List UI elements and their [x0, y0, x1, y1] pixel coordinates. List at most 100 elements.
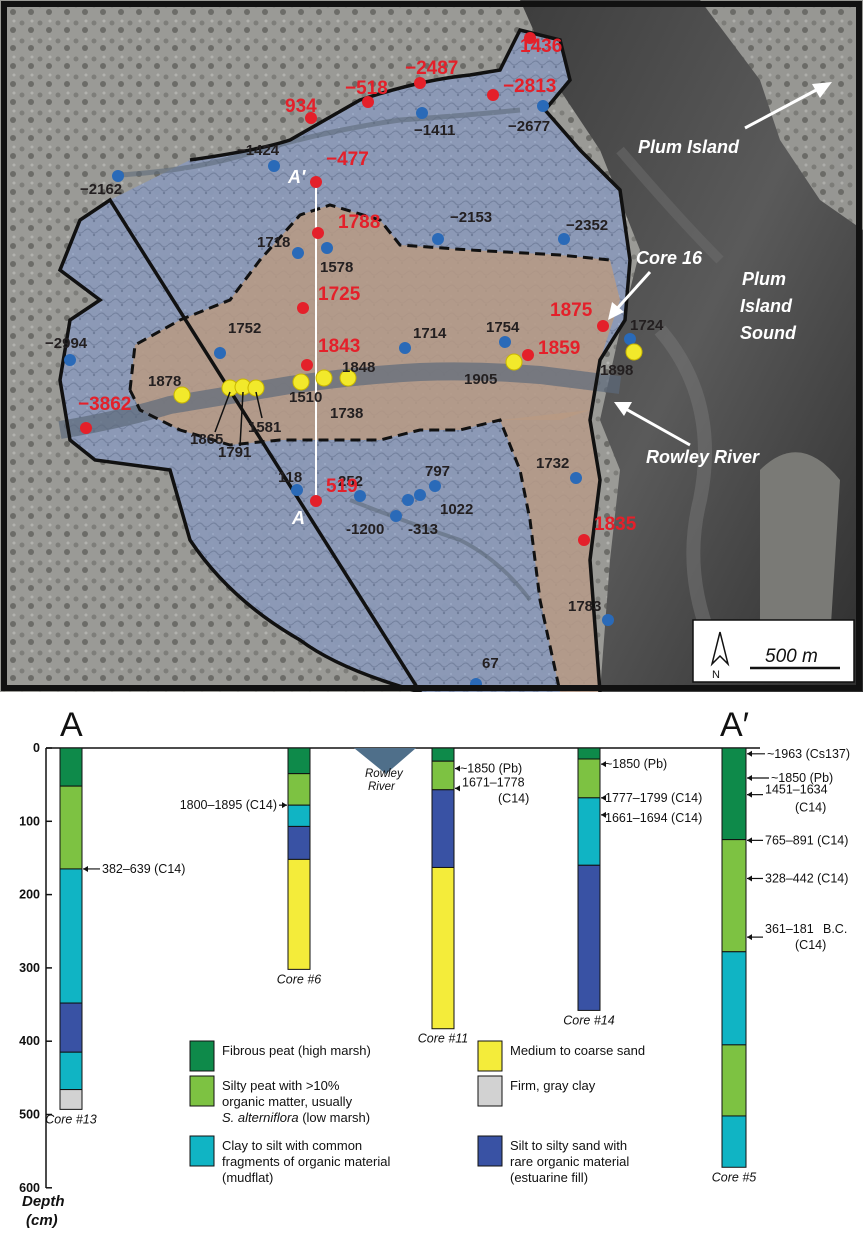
blue-point-label: 1752: [228, 320, 261, 337]
blue-point: [64, 354, 76, 366]
red-point-label: 1788: [338, 212, 380, 233]
core-layer-silty-peat: [721, 1044, 747, 1117]
yellow-point-label: 1738: [330, 405, 363, 422]
yellow-point: [173, 386, 191, 404]
date-label: 765–891 (C14): [765, 833, 848, 847]
blue-point: [558, 233, 570, 245]
blue-point: [429, 480, 441, 492]
legend-swatch-sand: [477, 1040, 503, 1072]
rowley-river-arrowhead: [614, 402, 632, 416]
depth-tick-label: 400: [19, 1034, 40, 1048]
yellow-point: [505, 353, 523, 371]
axis-title-depth: Depth: [22, 1193, 65, 1210]
yellow-point-label: 1905: [464, 371, 497, 388]
legend-text: Medium to coarse sand: [510, 1043, 645, 1058]
depth-tick-label: 500: [19, 1108, 40, 1122]
sample-points: −1411 −2677 −1424 −2162 −2153 −2352 1718 1578 17…: [45, 32, 664, 690]
north-arrow-icon: [710, 631, 730, 667]
core-layer-sand: [287, 858, 311, 970]
date-label: ~1850 (Pb): [605, 757, 667, 771]
core-layer-clay-silt: [59, 868, 83, 1004]
legend-text: Clay to silt with common: [222, 1138, 362, 1153]
legend-text: Silty peat with >10%: [222, 1078, 340, 1093]
core-layer-silty-peat: [721, 839, 747, 953]
legend-swatch-clay-silt: [189, 1135, 215, 1167]
red-point: [312, 227, 324, 239]
blue-point: [112, 170, 124, 182]
date-label: 1777–1799 (C14): [605, 791, 702, 805]
blue-point-label: -1200: [346, 521, 384, 538]
red-point-label: 1835: [594, 514, 637, 535]
red-point-label: −2487: [405, 58, 458, 79]
core-layer-fibrous-peat: [287, 747, 311, 775]
yellow-point-label: 1510: [289, 389, 322, 406]
core-layer-silty-peat: [577, 758, 601, 799]
point-leader-line: [255, 391, 263, 419]
core-layer-gray-clay: [59, 1089, 83, 1110]
point-leader-line: [214, 391, 231, 433]
blue-point: [354, 490, 366, 502]
blue-point-label: 118: [278, 469, 302, 486]
legend-text: (estuarine fill): [510, 1170, 588, 1185]
scale-label: 500 m: [765, 646, 818, 667]
red-point-label: 1436: [520, 36, 562, 57]
blue-point-label: −2677: [508, 118, 550, 135]
blue-point-label: -313: [408, 521, 438, 538]
core-layer-fibrous-peat: [721, 747, 747, 841]
date-arrowhead: [83, 865, 88, 872]
legend-swatch-fibrous-peat: [189, 1040, 215, 1072]
sandbar: [760, 452, 840, 647]
blue-point-label: 1783: [568, 598, 601, 615]
plum-island-arrowhead: [812, 82, 832, 98]
water-swirl-2: [616, 146, 724, 264]
depth-tick-label: 100: [19, 814, 40, 828]
point-leader-line: [239, 391, 244, 447]
date-arrowhead: [747, 837, 752, 844]
date-label: ~1850 (Pb): [771, 771, 833, 785]
core-layer-silty-peat: [59, 785, 83, 870]
core-layer-clay-silt: [721, 1115, 747, 1168]
red-point: [362, 96, 374, 108]
date-arrowhead: [747, 774, 752, 781]
core-layer-silt-sand: [287, 825, 311, 860]
legend-text: Silt to silty sand with: [510, 1138, 627, 1153]
red-point: [414, 77, 426, 89]
core-layer-fibrous-peat: [431, 747, 455, 762]
date-label: (C14): [795, 801, 826, 815]
date-arrowhead: [601, 761, 606, 768]
core-layer-sand: [431, 866, 455, 1030]
core-name-label: Core #14: [563, 1013, 614, 1027]
red-point-label: 1843: [318, 336, 360, 357]
core-columns: Core #13 Core #6 Core #11 Core #14 Core #5: [45, 747, 757, 1184]
core-layer-fibrous-peat: [59, 747, 83, 787]
legend-swatch-silty-peat: [189, 1075, 215, 1107]
creek-1: [119, 107, 521, 178]
legend-swatch-gray-clay: [477, 1075, 503, 1107]
yellow-point-label: 1865: [190, 431, 223, 448]
core-name-label: Core #5: [712, 1170, 757, 1184]
yellow-point-label: 1878: [148, 373, 181, 390]
date-label: B.C.: [823, 922, 847, 936]
date-arrowhead: [747, 750, 752, 757]
legend-text: S. alterniflora (low marsh): [222, 1110, 370, 1125]
aerial-map: A′ A Plum Island Core 16 Plum Island Sou…: [0, 0, 863, 692]
yellow-point-label: 1791: [218, 444, 251, 461]
river-label-2: River: [368, 781, 396, 793]
red-point: [80, 422, 92, 434]
transect-end-label: A′: [287, 167, 306, 187]
blue-point: [432, 233, 444, 245]
red-point-label: −518: [345, 78, 388, 99]
date-label: ~1963 (Cs137): [767, 747, 850, 761]
rowley-river-arrow: [623, 406, 691, 447]
legend-text: Fibrous peat (high marsh): [222, 1043, 371, 1058]
legend-swatch-silt-sand: [477, 1135, 503, 1167]
blue-point-label: −2153: [450, 209, 492, 226]
red-point-label: 1725: [318, 284, 361, 305]
legend-text: rare organic material: [510, 1154, 629, 1169]
date-label: (C14): [795, 938, 826, 952]
blue-point: [402, 494, 414, 506]
blue-point: [214, 347, 226, 359]
blue-point-label: 1578: [320, 259, 353, 276]
cross-section-diagram: A A′ 0 100 200 300 400 500 600 Depth (cm) Rowl…: [19, 706, 850, 1229]
red-point-label: −2813: [503, 76, 556, 97]
